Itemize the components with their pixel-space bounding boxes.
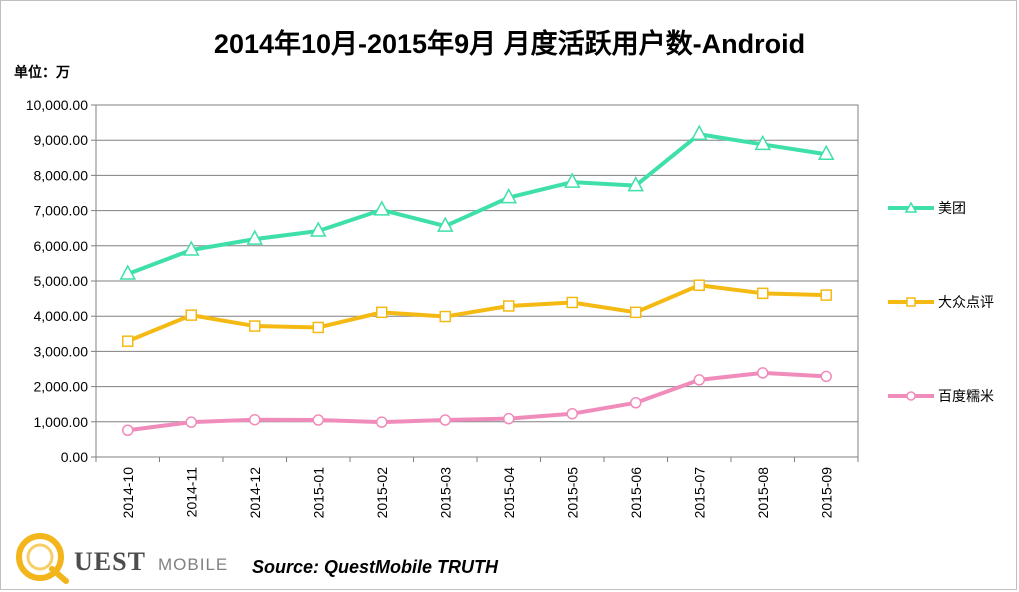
data-point (122, 424, 134, 436)
x-tick-label: 2015-07 (691, 467, 707, 519)
x-tick-label: 2015-03 (437, 467, 453, 519)
data-point (249, 320, 261, 332)
data-point (182, 240, 200, 256)
legend-marker-circle (888, 391, 934, 401)
y-tick-label: 8,000.00 (34, 167, 89, 183)
series-0 (119, 124, 835, 280)
logo-sub: MOBILE (158, 555, 229, 574)
y-tick-label: 5,000.00 (34, 273, 89, 289)
data-point (693, 279, 705, 291)
source-note: Source: QuestMobile TRUTH (252, 557, 499, 577)
data-point (627, 176, 645, 192)
x-tick-label: 2015-01 (310, 467, 326, 519)
legend-item-meituan: 美团 (888, 198, 966, 218)
data-point (246, 229, 264, 245)
data-point (630, 397, 642, 409)
data-point (436, 216, 454, 232)
data-point (309, 221, 327, 237)
data-point (376, 306, 388, 319)
data-point (757, 287, 769, 300)
y-tick-label: 0.00 (61, 449, 88, 465)
data-point (312, 414, 324, 426)
chart-title: 2014年10月-2015年9月 月度活跃用户数-Android (213, 29, 806, 59)
data-point (566, 296, 578, 309)
data-point (693, 374, 705, 386)
y-tick-label: 3,000.00 (34, 343, 89, 359)
legend-label: 百度糯米 (938, 388, 994, 404)
data-point (817, 144, 835, 161)
data-point (185, 309, 197, 321)
x-tick-label: 2015-02 (374, 467, 390, 519)
questmobile-logo: UEST MOBILE (12, 531, 242, 585)
series-2 (122, 367, 832, 436)
legend-label: 美团 (938, 200, 966, 216)
legend: 美团 大众点评 百度糯米 (888, 0, 1013, 592)
data-point (630, 306, 642, 319)
series-line (127, 370, 827, 433)
legend-marker-triangle (888, 201, 934, 213)
data-point (500, 187, 518, 204)
x-tick-label: 2015-04 (501, 467, 517, 519)
y-tick-label: 1,000.00 (34, 414, 89, 430)
legend-marker-square (888, 297, 934, 307)
series-line (127, 132, 827, 276)
data-point (373, 200, 391, 216)
data-point (312, 321, 324, 334)
unit-label: 单位：万 (14, 64, 70, 80)
legend-item-nuomi: 百度糯米 (888, 386, 994, 406)
y-tick-label: 2,000.00 (34, 379, 89, 395)
data-point (122, 335, 134, 347)
data-point (185, 416, 197, 428)
x-tick-label: 2015-06 (628, 467, 644, 519)
data-point (690, 124, 708, 140)
legend-item-dianping: 大众点评 (888, 292, 994, 312)
data-point (439, 414, 451, 426)
data-point (439, 310, 451, 323)
legend-label: 大众点评 (938, 294, 994, 310)
series-line (126, 283, 827, 344)
data-point (757, 367, 769, 379)
logo-word: UEST (74, 547, 146, 576)
x-tick-label: 2014-12 (247, 467, 263, 519)
data-point (503, 412, 515, 425)
data-point (376, 416, 388, 428)
data-point (566, 407, 578, 420)
x-tick-label: 2015-09 (818, 467, 834, 519)
x-tick-label: 2014-10 (120, 467, 136, 519)
data-point (503, 300, 515, 312)
data-point (754, 134, 772, 151)
y-tick-label: 6,000.00 (34, 238, 89, 254)
quest-ring-icon (16, 533, 69, 584)
y-tick-label: 7,000.00 (34, 203, 89, 219)
y-tick-label: 10,000.00 (26, 97, 88, 113)
series-1 (122, 279, 832, 347)
y-tick-label: 4,000.00 (34, 308, 89, 324)
x-tick-label: 2015-05 (564, 467, 580, 519)
y-tick-label: 9,000.00 (34, 132, 89, 148)
data-point (563, 172, 581, 188)
data-point (119, 264, 137, 280)
data-point (820, 370, 832, 383)
x-tick-label: 2014-11 (183, 467, 199, 518)
data-point (820, 289, 832, 301)
x-tick-label: 2015-08 (755, 467, 771, 519)
data-point (249, 413, 261, 426)
